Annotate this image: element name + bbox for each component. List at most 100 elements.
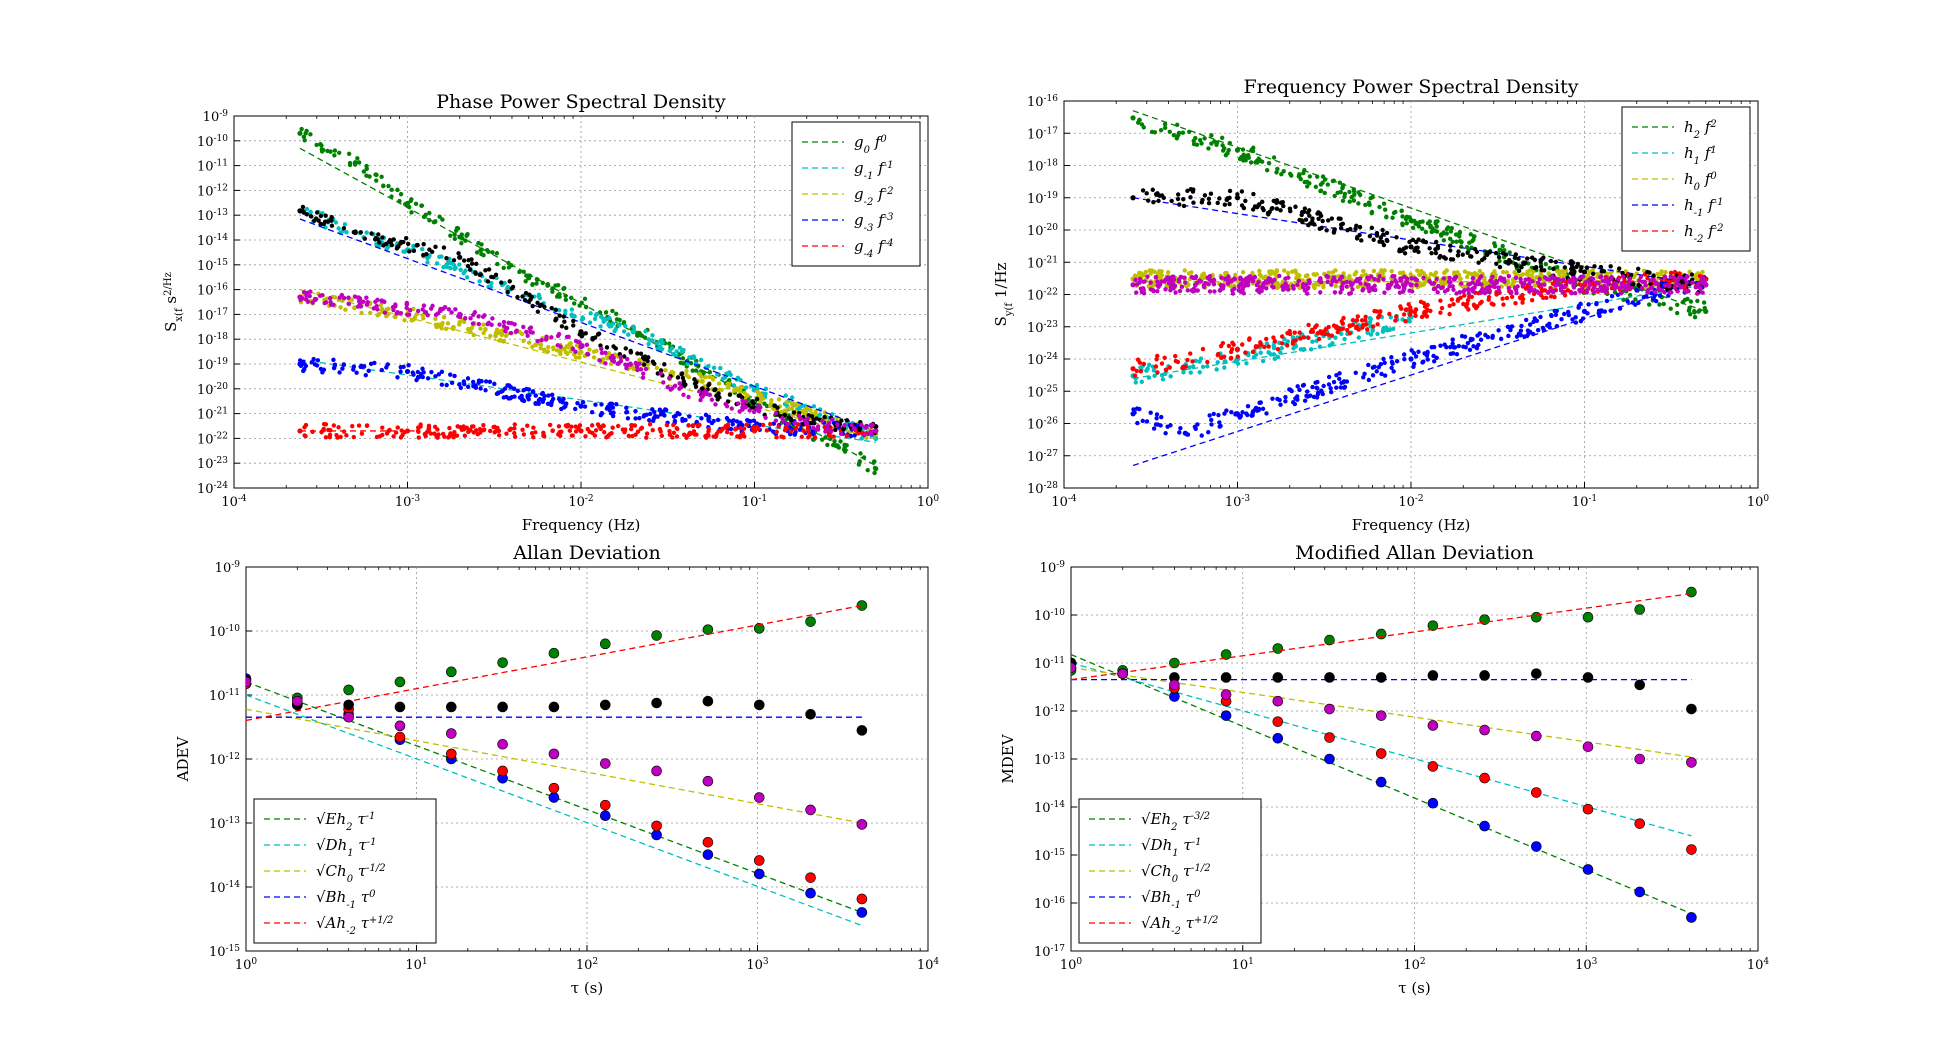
data-point (550, 428, 555, 433)
data-point (1454, 352, 1460, 357)
data-point (642, 335, 648, 340)
data-point (750, 426, 755, 431)
data-point (687, 355, 692, 360)
data-point (1597, 313, 1602, 319)
data-point (679, 371, 685, 376)
data-point (524, 329, 529, 335)
data-point (1650, 296, 1656, 301)
data-point (1486, 297, 1491, 302)
data-point (1449, 225, 1454, 231)
data-point (1391, 369, 1396, 374)
data-point (1303, 217, 1309, 222)
data-point (1531, 269, 1536, 274)
data-point (1667, 290, 1672, 295)
data-point (1318, 290, 1323, 295)
data-point (1561, 277, 1566, 283)
data-point (1514, 271, 1519, 277)
data-point (577, 351, 582, 356)
data-point (763, 415, 768, 420)
data-point (314, 210, 320, 215)
data-point (1215, 360, 1220, 365)
legend-item: h1 f1 (1632, 144, 1717, 167)
data-point (1160, 377, 1166, 382)
data-point (301, 134, 307, 140)
data-point (1585, 311, 1590, 316)
data-point (1295, 384, 1300, 389)
data-point (1414, 282, 1419, 288)
data-point (515, 388, 520, 394)
data-point (740, 431, 746, 436)
data-point (341, 226, 347, 231)
data-point (706, 429, 711, 434)
data-point (1071, 662, 1077, 673)
legend-label: h-1 f-1 (1684, 196, 1724, 219)
data-point (1376, 364, 1382, 370)
data-point (1639, 285, 1645, 291)
data-point (1450, 341, 1455, 346)
data-point (603, 350, 608, 356)
data-point (1421, 238, 1426, 243)
data-point (1301, 335, 1307, 340)
data-point (457, 382, 462, 387)
data-point (488, 333, 493, 339)
data-point (659, 433, 665, 439)
data-point (1569, 266, 1574, 272)
data-point (1141, 286, 1146, 291)
data-point (592, 316, 598, 322)
data-point (519, 393, 524, 399)
data-point (379, 367, 385, 373)
data-point (1241, 284, 1247, 289)
y-tick-label: 10-11 (197, 159, 228, 175)
data-point (1580, 274, 1585, 279)
data-point (1158, 127, 1164, 133)
data-point (452, 373, 457, 379)
data-point (1620, 274, 1626, 279)
data-point (1449, 297, 1455, 302)
data-point (1133, 277, 1138, 283)
data-point (455, 226, 461, 231)
data-point (540, 280, 545, 286)
data-point (395, 375, 400, 380)
data-point (1451, 345, 1457, 350)
data-point (1266, 280, 1271, 285)
data-point (671, 414, 677, 419)
data-point (358, 304, 364, 309)
data-point (364, 423, 370, 428)
y-tick-label: 10-11 (209, 688, 240, 704)
legend-item: h-2 f-2 (1632, 222, 1724, 245)
data-point (792, 431, 797, 437)
data-point (1577, 287, 1582, 293)
data-point (1206, 146, 1211, 151)
data-point (856, 893, 868, 905)
data-point (1373, 287, 1378, 293)
data-point (1260, 406, 1266, 411)
data-point (1479, 257, 1485, 263)
data-point (404, 368, 411, 375)
data-point (439, 326, 444, 331)
data-point (1506, 273, 1512, 279)
data-point (861, 432, 867, 438)
data-point (441, 315, 447, 320)
data-point (537, 303, 543, 309)
data-point (698, 397, 703, 403)
data-point (300, 204, 306, 210)
data-point (1144, 191, 1149, 196)
chart-title: Phase Power Spectral Density (436, 91, 726, 113)
data-point (1420, 282, 1425, 287)
data-point (1419, 314, 1425, 320)
data-point (1293, 268, 1298, 273)
data-point (378, 303, 383, 308)
data-point (1316, 336, 1322, 342)
data-point (1427, 761, 1439, 772)
data-point (404, 305, 409, 311)
data-point (1171, 274, 1176, 279)
data-point (1608, 264, 1613, 269)
data-point (783, 393, 788, 398)
data-point (1274, 206, 1280, 211)
data-point (1353, 270, 1359, 275)
data-point (505, 289, 510, 295)
data-point (651, 630, 662, 641)
data-point (1427, 720, 1439, 731)
data-point (501, 323, 507, 329)
data-point (471, 332, 476, 338)
